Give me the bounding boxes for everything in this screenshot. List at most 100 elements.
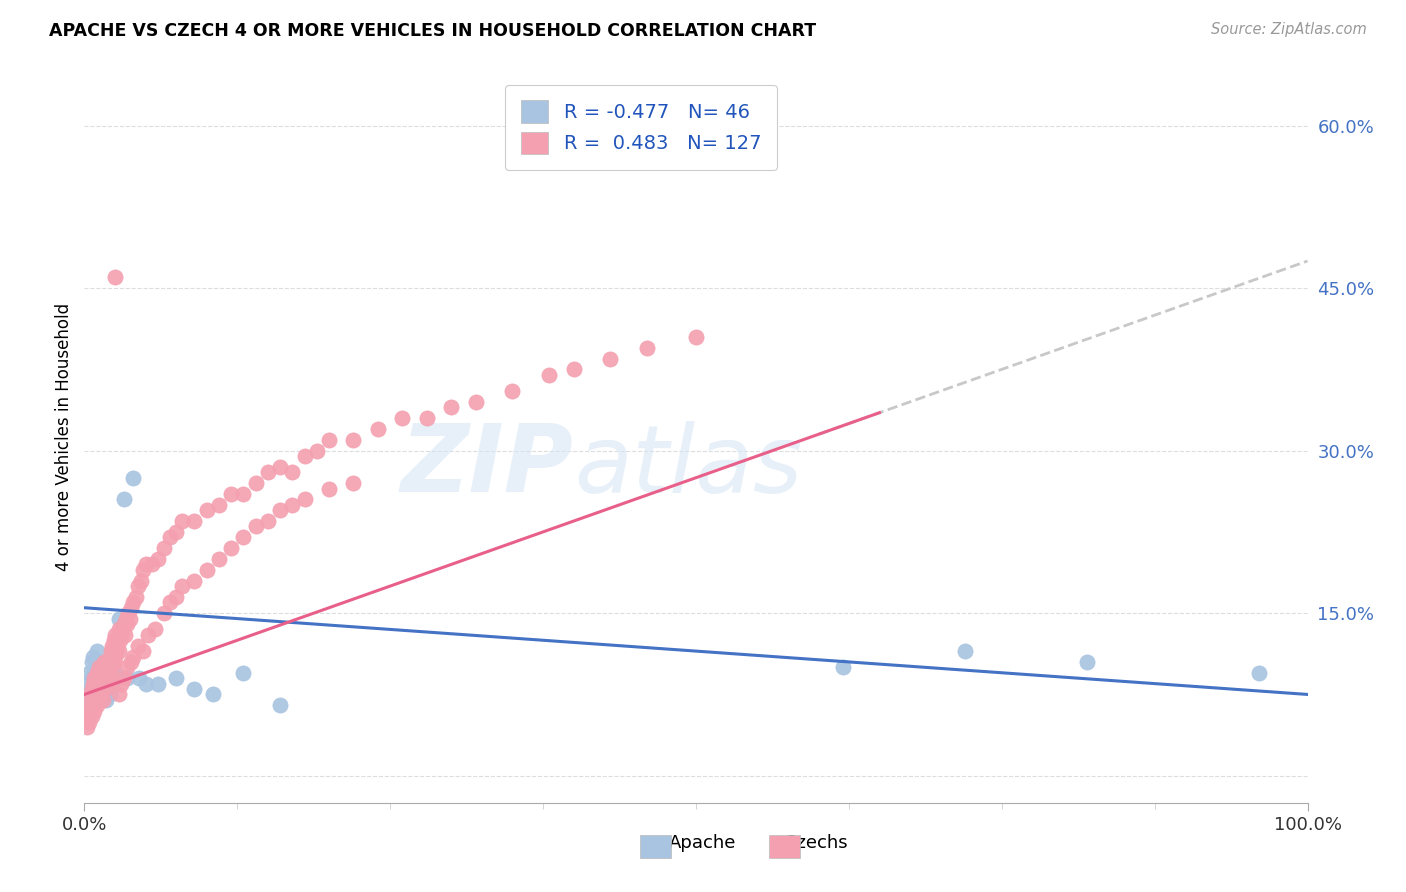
Point: [97, 676, 120, 690]
Point: [87, 688, 110, 702]
Text: Czechs: Czechs: [783, 834, 848, 852]
Point: [120, 655, 142, 669]
Point: [107, 611, 129, 625]
Point: [107, 688, 129, 702]
Point: [219, 487, 242, 501]
Point: [122, 649, 145, 664]
Point: [245, 519, 267, 533]
Point: [136, 628, 159, 642]
Point: [77, 698, 100, 713]
Point: [257, 465, 280, 479]
Point: [97, 671, 120, 685]
Point: [96, 671, 118, 685]
Point: [269, 459, 291, 474]
Y-axis label: 4 or more Vehicles in Household: 4 or more Vehicles in Household: [55, 303, 73, 571]
Point: [94, 681, 117, 696]
Point: [84, 681, 107, 696]
Point: [127, 579, 149, 593]
Point: [112, 671, 135, 685]
Point: [101, 676, 124, 690]
Point: [1076, 655, 1098, 669]
Point: [87, 676, 110, 690]
Point: [97, 665, 120, 680]
Point: [281, 465, 304, 479]
Point: [104, 665, 127, 680]
Text: ZIP: ZIP: [401, 420, 574, 512]
Point: [96, 693, 118, 707]
Point: [114, 628, 136, 642]
Point: [100, 660, 122, 674]
Point: [97, 660, 120, 674]
Point: [318, 482, 340, 496]
Point: [80, 709, 103, 723]
Point: [110, 676, 132, 690]
Point: [165, 524, 187, 539]
Point: [342, 433, 364, 447]
Text: Apache: Apache: [669, 834, 737, 852]
Point: [77, 688, 100, 702]
Point: [183, 574, 205, 588]
Point: [115, 660, 138, 674]
Point: [636, 341, 658, 355]
Point: [305, 443, 328, 458]
Point: [112, 492, 135, 507]
Point: [165, 590, 187, 604]
Point: [201, 688, 224, 702]
Point: [125, 590, 148, 604]
Point: [79, 704, 101, 718]
Point: [107, 623, 129, 637]
Point: [391, 411, 413, 425]
Point: [79, 688, 101, 702]
Point: [269, 503, 291, 517]
Point: [107, 644, 129, 658]
Text: APACHE VS CZECH 4 OR MORE VEHICLES IN HOUSEHOLD CORRELATION CHART: APACHE VS CZECH 4 OR MORE VEHICLES IN HO…: [49, 22, 817, 40]
Point: [141, 558, 163, 572]
Point: [104, 649, 127, 664]
Point: [100, 644, 122, 658]
Point: [89, 681, 111, 696]
Point: [77, 709, 100, 723]
Point: [562, 362, 585, 376]
Point: [416, 411, 439, 425]
Point: [172, 579, 194, 593]
Point: [128, 671, 150, 685]
Point: [79, 698, 101, 713]
Point: [90, 665, 112, 680]
Point: [83, 704, 105, 718]
Point: [104, 628, 127, 642]
Point: [87, 671, 110, 685]
Point: [87, 693, 110, 707]
Point: [97, 655, 120, 669]
Point: [318, 433, 340, 447]
Point: [103, 655, 125, 669]
Point: [120, 600, 142, 615]
Point: [101, 660, 124, 674]
Point: [108, 633, 131, 648]
Text: atlas: atlas: [574, 421, 801, 512]
Point: [105, 639, 128, 653]
Point: [98, 649, 121, 664]
Point: [122, 595, 145, 609]
Point: [112, 617, 135, 632]
Point: [89, 665, 111, 680]
Point: [831, 660, 853, 674]
Point: [86, 665, 108, 680]
Point: [91, 660, 114, 674]
Point: [165, 671, 187, 685]
Point: [90, 688, 112, 702]
Point: [96, 676, 118, 690]
Point: [172, 514, 194, 528]
Text: Source: ZipAtlas.com: Source: ZipAtlas.com: [1211, 22, 1367, 37]
Point: [257, 514, 280, 528]
Point: [281, 498, 304, 512]
Point: [98, 688, 121, 702]
Point: [93, 655, 115, 669]
Point: [195, 503, 218, 517]
Point: [464, 395, 486, 409]
Point: [183, 681, 205, 696]
Point: [117, 606, 139, 620]
Legend: R = -0.477   N= 46, R =  0.483   N= 127: R = -0.477 N= 46, R = 0.483 N= 127: [505, 85, 776, 169]
Point: [100, 665, 122, 680]
Point: [208, 498, 231, 512]
Point: [183, 514, 205, 528]
